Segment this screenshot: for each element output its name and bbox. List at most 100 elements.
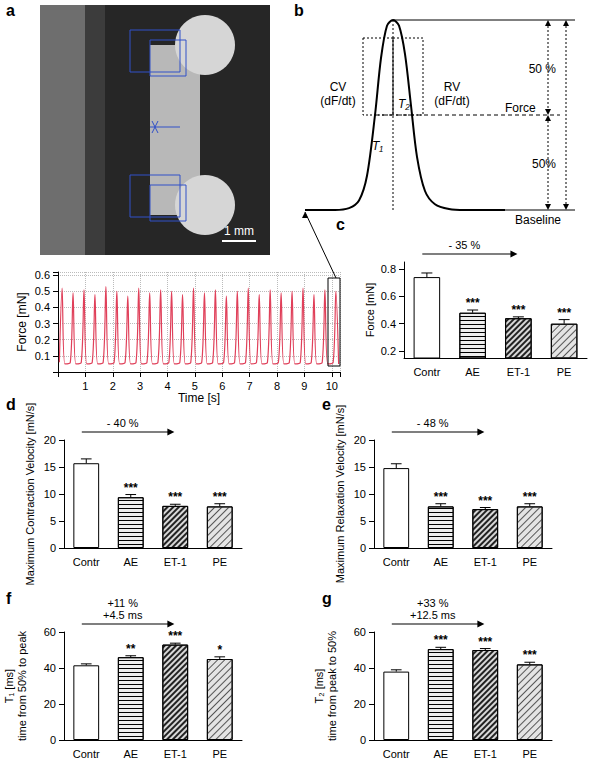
svg-text:ET-1: ET-1 bbox=[474, 748, 497, 760]
svg-text:ET-1: ET-1 bbox=[474, 556, 497, 568]
svg-text:***: *** bbox=[523, 648, 537, 662]
svg-text:*: * bbox=[217, 643, 222, 657]
svg-text:***: *** bbox=[124, 481, 138, 495]
svg-text:AE: AE bbox=[465, 366, 480, 378]
svg-text:Contr: Contr bbox=[73, 556, 100, 568]
svg-text:10: 10 bbox=[354, 488, 366, 500]
svg-text:T₂ [ms]: T₂ [ms] bbox=[313, 669, 325, 704]
svg-text:CV: CV bbox=[330, 80, 347, 94]
svg-text:***: *** bbox=[434, 490, 448, 504]
svg-text:+11 %: +11 % bbox=[107, 597, 138, 609]
svg-text:PE: PE bbox=[522, 556, 537, 568]
svg-text:60: 60 bbox=[354, 626, 366, 638]
svg-text:+12.5 ms: +12.5 ms bbox=[410, 609, 456, 621]
svg-text:Baseline: Baseline bbox=[515, 213, 561, 227]
svg-text:Contr: Contr bbox=[413, 366, 440, 378]
svg-text:1 mm: 1 mm bbox=[224, 224, 254, 238]
svg-text:***: *** bbox=[434, 633, 448, 647]
svg-text:0.6: 0.6 bbox=[35, 269, 50, 281]
svg-text:g: g bbox=[322, 590, 332, 607]
svg-text:d: d bbox=[6, 396, 16, 413]
svg-text:0.5: 0.5 bbox=[35, 285, 50, 297]
svg-text:Contr: Contr bbox=[73, 748, 100, 760]
svg-text:0.4: 0.4 bbox=[35, 301, 50, 313]
svg-text:0.1: 0.1 bbox=[35, 350, 50, 362]
svg-text:8: 8 bbox=[274, 380, 280, 392]
svg-text:T₁ [ms]: T₁ [ms] bbox=[3, 669, 15, 703]
svg-text:Force [mN]: Force [mN] bbox=[364, 283, 376, 337]
svg-text:ET-1: ET-1 bbox=[164, 556, 187, 568]
svg-text:b: b bbox=[294, 2, 304, 19]
svg-text:20: 20 bbox=[44, 434, 56, 446]
svg-text:0.3: 0.3 bbox=[35, 318, 50, 330]
svg-text:f: f bbox=[6, 590, 12, 607]
svg-text:***: *** bbox=[523, 490, 537, 504]
svg-text:- 40 %: - 40 % bbox=[107, 417, 139, 429]
svg-text:Contr: Contr bbox=[383, 556, 410, 568]
svg-text:0: 0 bbox=[50, 542, 56, 554]
svg-text:3: 3 bbox=[137, 380, 143, 392]
svg-text:40: 40 bbox=[354, 662, 366, 674]
svg-text:0.2: 0.2 bbox=[35, 334, 50, 346]
svg-text:20: 20 bbox=[44, 698, 56, 710]
svg-text:c: c bbox=[336, 216, 345, 233]
svg-text:AE: AE bbox=[433, 556, 448, 568]
svg-text:60: 60 bbox=[44, 626, 56, 638]
svg-text:***: *** bbox=[557, 306, 571, 320]
svg-text:Force: Force bbox=[505, 101, 536, 115]
svg-text:15: 15 bbox=[44, 461, 56, 473]
svg-text:***: *** bbox=[478, 494, 492, 508]
svg-text:0.6: 0.6 bbox=[381, 290, 396, 302]
svg-text:Maximum Relaxation Velocity [m: Maximum Relaxation Velocity [mN/s] bbox=[334, 405, 346, 584]
svg-text:0.4: 0.4 bbox=[381, 318, 396, 330]
svg-text:AE: AE bbox=[433, 748, 448, 760]
svg-text:50%: 50% bbox=[532, 157, 556, 171]
svg-text:0: 0 bbox=[360, 542, 366, 554]
svg-text:5: 5 bbox=[192, 380, 198, 392]
svg-text:20: 20 bbox=[354, 698, 366, 710]
svg-text:4: 4 bbox=[164, 380, 170, 392]
svg-text:Time [s]: Time [s] bbox=[178, 391, 220, 405]
svg-text:***: *** bbox=[213, 490, 227, 504]
svg-text:0.8: 0.8 bbox=[381, 263, 396, 275]
svg-text:e: e bbox=[322, 396, 331, 413]
svg-text:ET-1: ET-1 bbox=[507, 366, 530, 378]
svg-text:40: 40 bbox=[44, 662, 56, 674]
svg-text:T₁: T₁ bbox=[372, 139, 383, 153]
svg-text:***: *** bbox=[511, 303, 525, 317]
svg-text:10: 10 bbox=[44, 488, 56, 500]
svg-text:5: 5 bbox=[360, 515, 366, 527]
svg-text:0.2: 0.2 bbox=[381, 345, 396, 357]
svg-text:50 %: 50 % bbox=[529, 62, 557, 76]
svg-text:0: 0 bbox=[360, 734, 366, 746]
svg-text:+33 %: +33 % bbox=[417, 597, 449, 609]
svg-text:PE: PE bbox=[212, 748, 227, 760]
svg-text:PE: PE bbox=[212, 556, 227, 568]
svg-text:7: 7 bbox=[247, 380, 253, 392]
svg-text:PE: PE bbox=[557, 366, 572, 378]
svg-text:AE: AE bbox=[123, 748, 138, 760]
svg-text:- 35 %: - 35 % bbox=[448, 239, 480, 251]
svg-text:PE: PE bbox=[522, 748, 537, 760]
svg-text:(dF/dt): (dF/dt) bbox=[434, 94, 469, 108]
svg-text:Maximum Contraction Velocity [: Maximum Contraction Velocity [mN/s] bbox=[24, 403, 36, 586]
svg-text:***: *** bbox=[168, 629, 182, 643]
svg-text:5: 5 bbox=[50, 515, 56, 527]
svg-text:***: *** bbox=[466, 296, 480, 310]
svg-text:9: 9 bbox=[301, 380, 307, 392]
svg-text:Force [mN]: Force [mN] bbox=[15, 292, 29, 351]
svg-text:RV: RV bbox=[444, 80, 460, 94]
svg-text:**: ** bbox=[126, 642, 136, 656]
svg-text:ET-1: ET-1 bbox=[164, 748, 187, 760]
svg-text:time from 50% to peak: time from 50% to peak bbox=[16, 630, 28, 741]
svg-text:+4.5 ms: +4.5 ms bbox=[103, 609, 143, 621]
svg-text:***: *** bbox=[478, 635, 492, 649]
svg-text:***: *** bbox=[168, 490, 182, 504]
svg-text:time from peak to 50%: time from peak to 50% bbox=[326, 631, 338, 741]
svg-text:15: 15 bbox=[354, 461, 366, 473]
svg-text:1: 1 bbox=[82, 380, 88, 392]
svg-text:AE: AE bbox=[123, 556, 138, 568]
svg-text:Contr: Contr bbox=[383, 748, 410, 760]
svg-text:(dF/dt): (dF/dt) bbox=[320, 94, 355, 108]
svg-text:2: 2 bbox=[110, 380, 116, 392]
